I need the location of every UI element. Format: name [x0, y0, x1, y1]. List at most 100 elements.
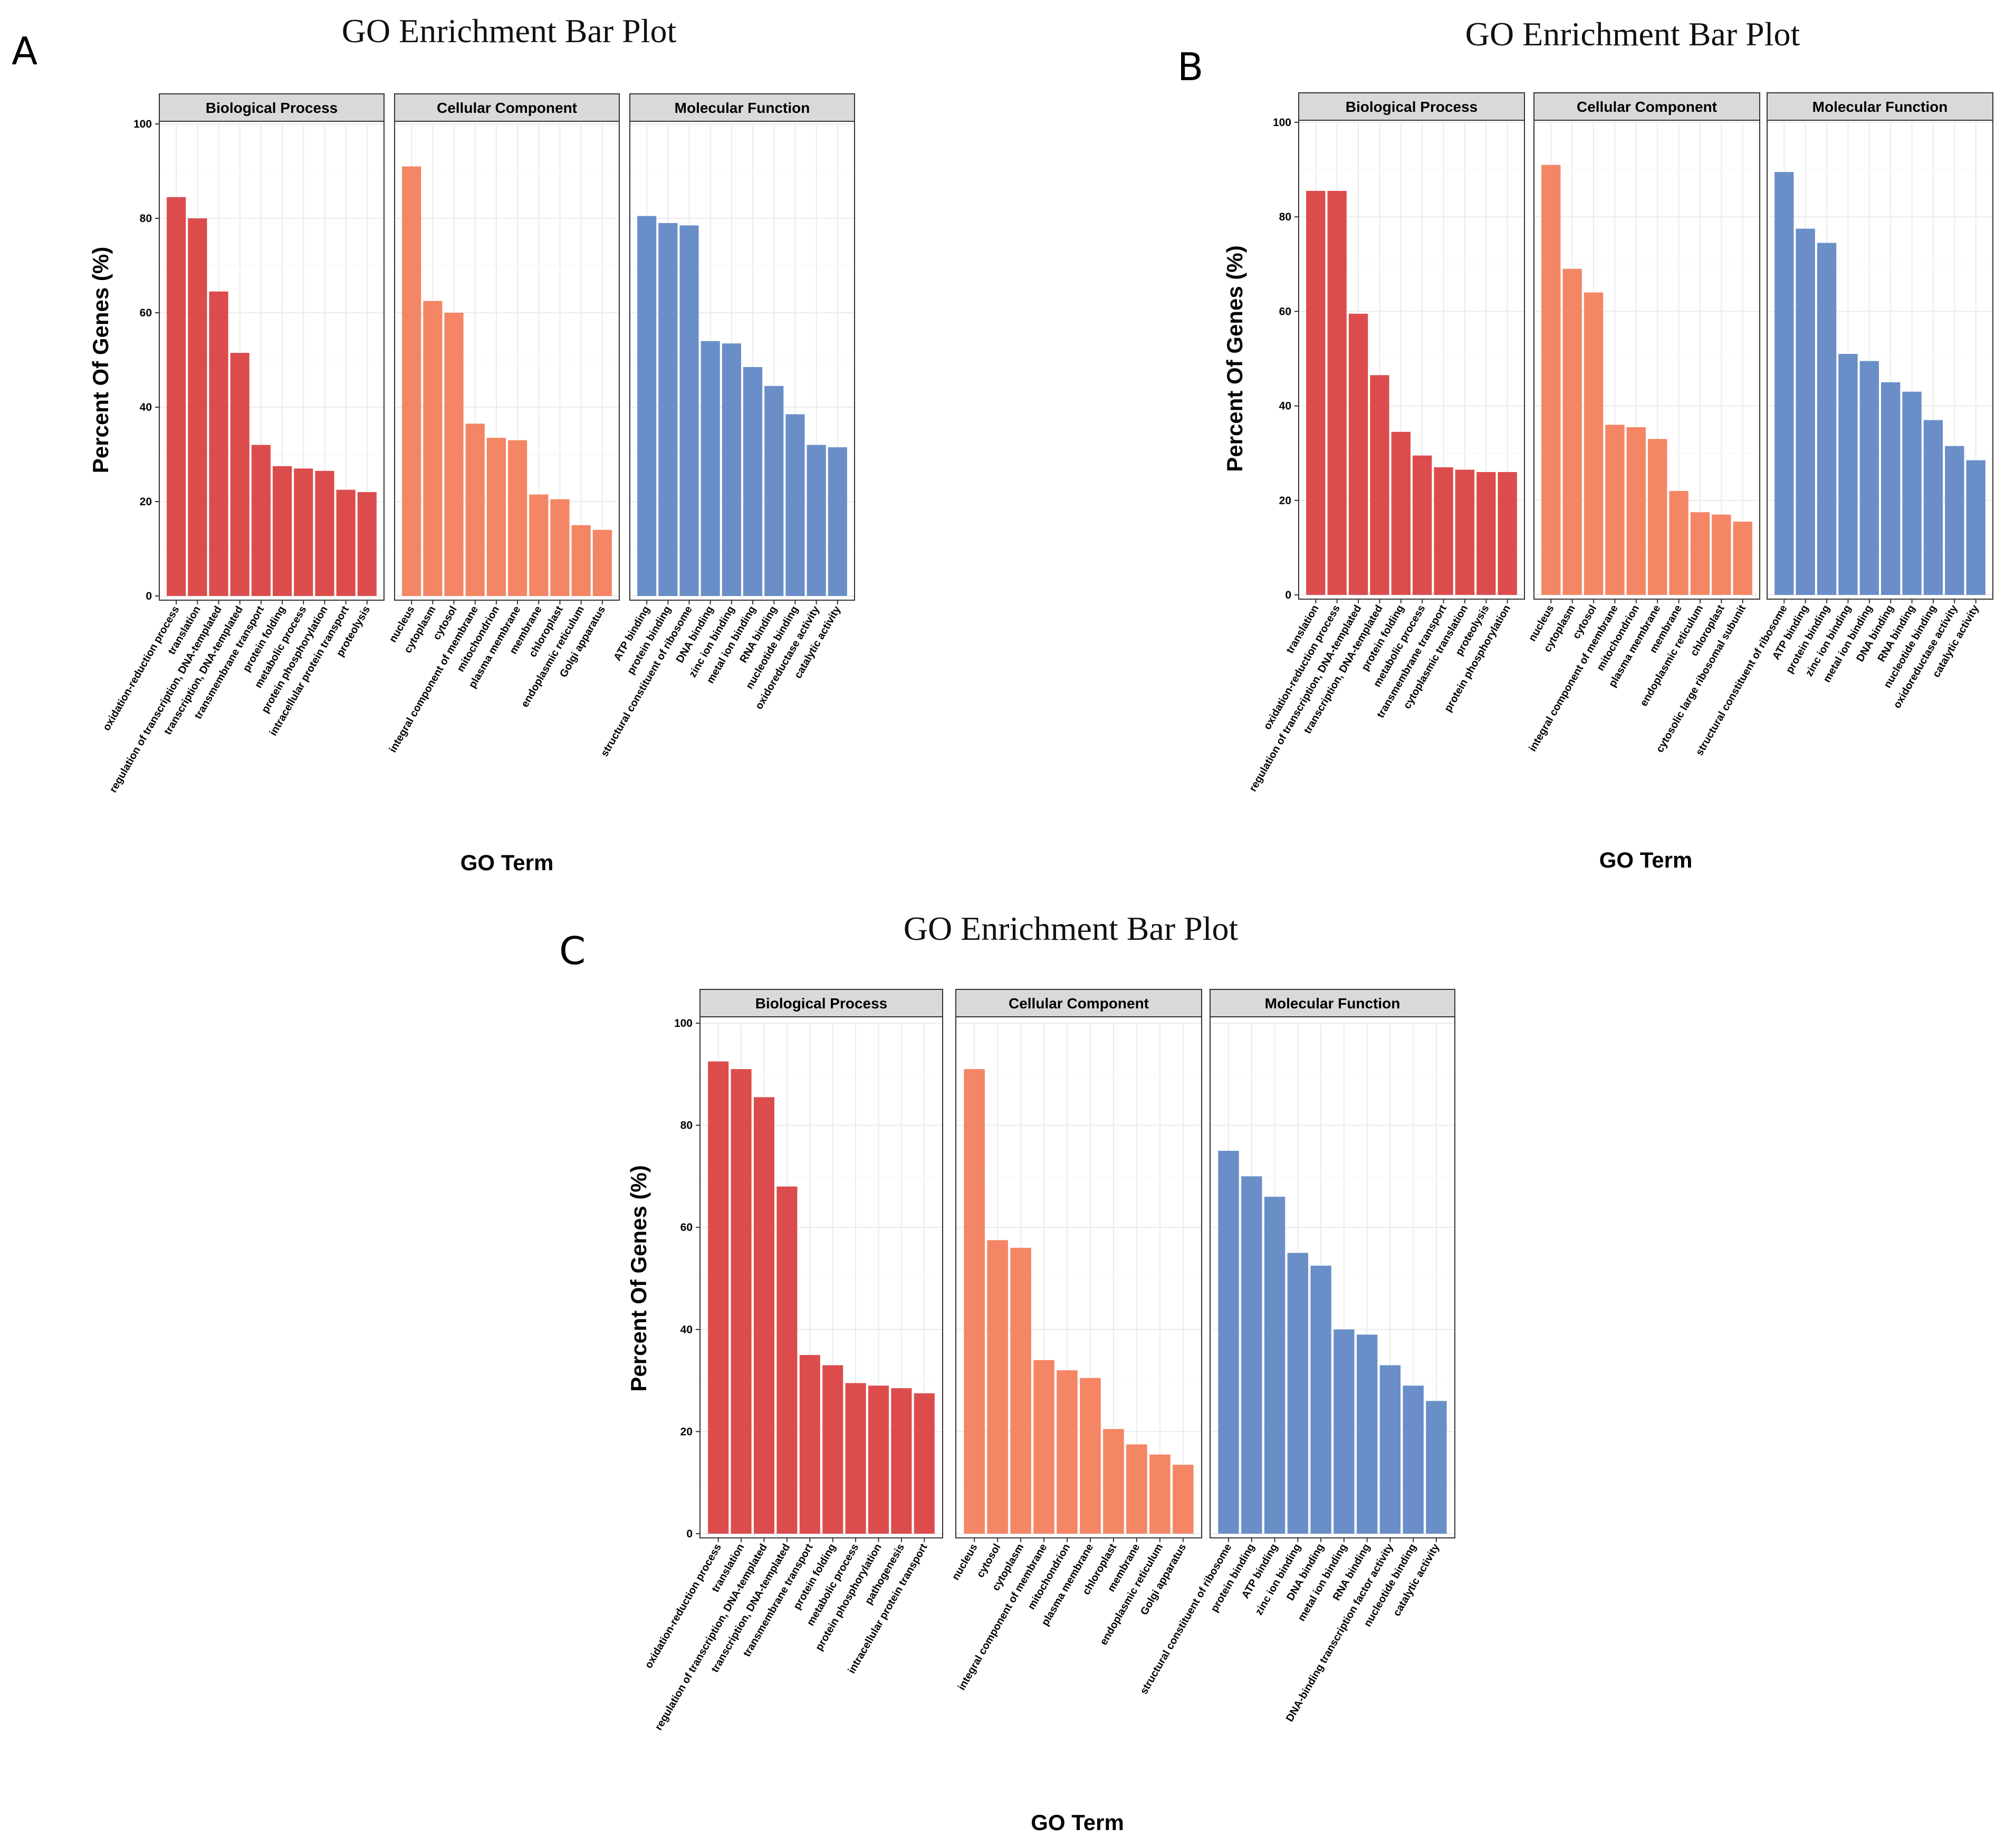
- bar: [1605, 425, 1625, 595]
- bar: [486, 438, 506, 596]
- bar: [1541, 165, 1561, 595]
- bar: [1476, 472, 1496, 595]
- bar: [1881, 382, 1901, 595]
- bar: [701, 341, 720, 596]
- bar: [1413, 455, 1432, 595]
- chart-title: GO Enrichment Bar Plot: [1465, 15, 1800, 53]
- bar: [1356, 1334, 1378, 1534]
- chart-title: GO Enrichment Bar Plot: [904, 910, 1239, 947]
- bar: [785, 414, 805, 596]
- bar: [357, 492, 377, 596]
- bar: [1403, 1385, 1424, 1534]
- bar: [1287, 1253, 1309, 1534]
- bar: [868, 1385, 889, 1534]
- bar: [845, 1383, 866, 1534]
- facet-strip-label: Biological Process: [1346, 99, 1478, 115]
- panel-label: A: [12, 29, 37, 73]
- bar: [1562, 268, 1582, 595]
- bar: [722, 343, 741, 596]
- bar: [230, 353, 250, 596]
- chart-title: GO Enrichment Bar Plot: [342, 12, 677, 50]
- bar: [1966, 460, 1985, 595]
- facet-border: [955, 1016, 1202, 1538]
- bar: [764, 386, 784, 596]
- bar: [679, 225, 699, 596]
- bar: [1690, 512, 1710, 595]
- facet-strip-label: Molecular Function: [1265, 995, 1400, 1012]
- bar: [1434, 467, 1453, 595]
- y-tick-label: 80: [680, 1120, 693, 1132]
- bar: [1584, 292, 1604, 595]
- bar: [1838, 354, 1858, 595]
- bar: [822, 1365, 843, 1534]
- bar: [1712, 514, 1731, 595]
- bar: [1774, 172, 1794, 595]
- facet-border: [699, 1016, 943, 1538]
- bar: [1218, 1151, 1239, 1534]
- bar: [1669, 490, 1689, 595]
- bar: [1348, 313, 1368, 595]
- bar: [1327, 190, 1347, 595]
- bar: [1126, 1444, 1147, 1534]
- facet-border: [1210, 1016, 1455, 1538]
- bar: [188, 218, 207, 596]
- facet-border: [629, 121, 855, 601]
- facet-strip-label: Cellular Component: [1009, 995, 1149, 1012]
- y-axis-title: Percent Of Genes (%): [626, 1165, 651, 1391]
- bar: [402, 166, 421, 596]
- bar: [731, 1069, 752, 1534]
- facet-strip-label: Molecular Function: [675, 100, 810, 116]
- bar: [294, 468, 313, 596]
- y-tick-label: 0: [1285, 589, 1291, 601]
- bar: [315, 470, 334, 596]
- bar: [1498, 472, 1517, 595]
- bar: [987, 1240, 1008, 1534]
- bar: [964, 1069, 985, 1534]
- bar: [1010, 1247, 1031, 1534]
- facet-border: [1298, 120, 1525, 600]
- y-tick-label: 20: [140, 496, 152, 508]
- bar: [799, 1355, 820, 1534]
- facet-strip-label: Cellular Component: [1577, 99, 1717, 115]
- y-tick-label: 80: [140, 213, 152, 225]
- bar: [1370, 375, 1389, 595]
- bar: [529, 494, 549, 596]
- bar: [444, 313, 464, 596]
- y-tick-label: 0: [686, 1528, 693, 1540]
- bar: [1455, 469, 1475, 595]
- y-tick-label: 40: [1279, 400, 1291, 412]
- facet-strip: [1767, 92, 1993, 121]
- facet-strip: [394, 93, 620, 122]
- facet-strip-label: Biological Process: [755, 995, 888, 1012]
- bar: [209, 291, 228, 596]
- bar: [1391, 431, 1411, 595]
- bar: [1923, 420, 1943, 595]
- y-tick-label: 40: [680, 1324, 693, 1336]
- y-tick-label: 40: [140, 401, 152, 413]
- facet-border: [394, 121, 620, 601]
- x-axis-title: GO Term: [1031, 1810, 1124, 1835]
- y-tick-label: 100: [133, 118, 152, 130]
- bar: [891, 1388, 912, 1534]
- bar: [273, 466, 292, 596]
- bar: [1334, 1329, 1355, 1534]
- y-tick-label: 0: [146, 590, 152, 602]
- y-tick-label: 60: [140, 307, 152, 319]
- bar: [658, 223, 678, 596]
- y-axis-title: Percent Of Genes (%): [1222, 245, 1247, 471]
- bar: [807, 445, 826, 596]
- bar: [1033, 1360, 1054, 1534]
- bar: [1057, 1370, 1078, 1534]
- facet-strip: [629, 93, 855, 122]
- bar: [508, 440, 527, 596]
- facet-strip-label: Biological Process: [206, 100, 338, 116]
- bar: [1733, 522, 1752, 595]
- bar: [251, 445, 271, 596]
- bar: [1859, 361, 1879, 595]
- bar: [465, 424, 485, 596]
- x-axis-title: GO Term: [1599, 848, 1693, 872]
- y-tick-label: 60: [680, 1221, 693, 1234]
- bar: [1306, 190, 1326, 595]
- bar: [1817, 243, 1837, 595]
- facet-border: [1767, 120, 1993, 600]
